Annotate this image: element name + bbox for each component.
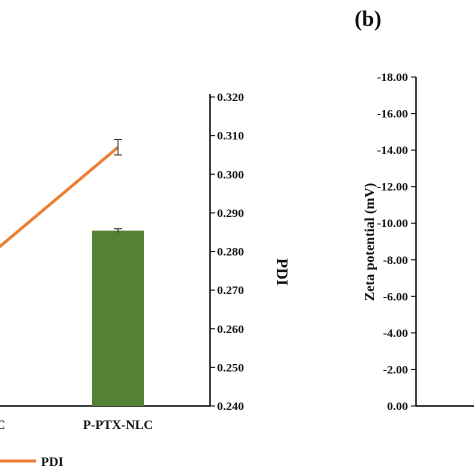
zeta-tick-label: -2.00 [383, 362, 408, 376]
zeta-axis-label: Zeta potential (mV) [363, 183, 378, 302]
pdi-line-series [0, 138, 122, 249]
category-labels: …C P-PTX-NLC [0, 417, 153, 432]
zeta-tick-label: -16.00 [377, 107, 408, 121]
zeta-tick-label: -6.00 [383, 289, 408, 303]
category-label: P-PTX-NLC [83, 417, 153, 432]
category-label: …C [0, 417, 5, 432]
pdi-tick-label: 0.310 [217, 129, 244, 143]
pdi-tick-label: 0.290 [217, 206, 244, 220]
zeta-tick-label: -12.00 [377, 180, 408, 194]
panel-b: (b) 0.00 -2.00 -4.00 -6.00 -8.00 -10.00 -12.00… [355, 6, 474, 413]
pdi-tick-label: 0.280 [217, 245, 244, 259]
pdi-axis-label: PDI [273, 258, 290, 286]
pdi-line [0, 146, 119, 249]
zeta-tick-label: -14.00 [377, 143, 408, 157]
pdi-tick-label: 0.260 [217, 322, 244, 336]
pdi-tick-label: 0.270 [217, 283, 244, 297]
zeta-tick-label: -18.00 [377, 70, 408, 84]
pdi-tick-label: 0.300 [217, 167, 244, 181]
pdi-axis-ticks: 0.240 0.250 0.260 0.270 0.280 0.290 0.300 0.310… [210, 90, 244, 413]
pdi-tick-label: 0.240 [217, 399, 244, 413]
zeta-tick-label: 0.00 [387, 399, 408, 413]
pdi-tick-label: 0.320 [217, 90, 244, 104]
zeta-tick-label: -10.00 [377, 216, 408, 230]
zeta-axis-ticks: 0.00 -2.00 -4.00 -6.00 -8.00 -10.00 -12.00 -14.… [377, 70, 416, 413]
panel-a: 0.240 0.250 0.260 0.270 0.280 0.290 0.300 0.310… [0, 90, 290, 469]
legend: PDI [0, 454, 63, 469]
zeta-tick-label: -8.00 [383, 253, 408, 267]
panel-label-b: (b) [355, 6, 382, 31]
bars [92, 228, 144, 406]
pdi-tick-label: 0.250 [217, 360, 244, 374]
legend-pdi-label: PDI [41, 454, 63, 469]
zeta-tick-label: -4.00 [383, 326, 408, 340]
bar [92, 230, 144, 406]
